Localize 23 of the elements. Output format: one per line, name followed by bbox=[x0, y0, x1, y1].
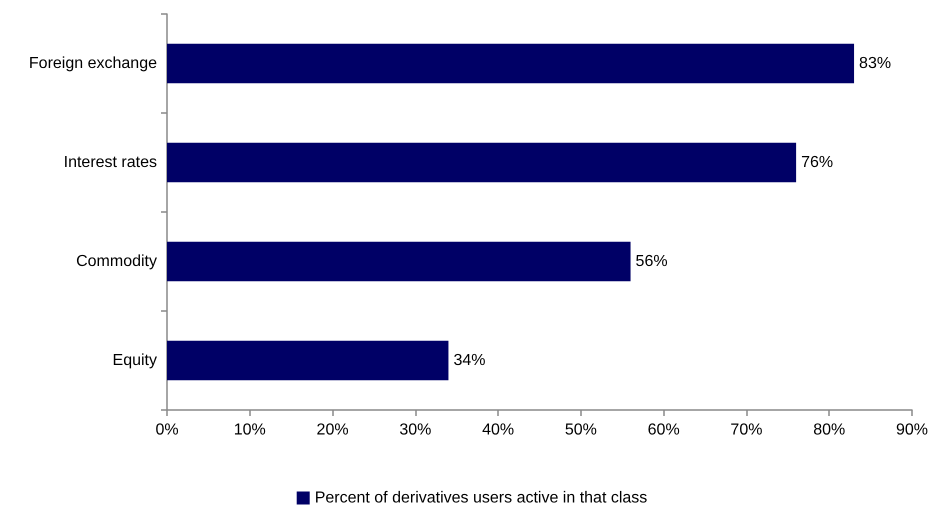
x-tick-label: 50% bbox=[564, 422, 597, 438]
bar bbox=[167, 340, 448, 380]
bar bbox=[167, 142, 796, 182]
data-label: 56% bbox=[636, 253, 668, 270]
x-tick-label: 90% bbox=[896, 422, 928, 438]
data-label: 83% bbox=[859, 55, 892, 72]
data-label: 34% bbox=[453, 352, 486, 369]
y-tick-label: Interest rates bbox=[64, 154, 157, 171]
x-tick-label: 10% bbox=[234, 422, 266, 438]
x-tick-label: 0% bbox=[155, 422, 179, 438]
data-label: 76% bbox=[801, 154, 834, 171]
x-tick-label: 40% bbox=[482, 422, 514, 438]
y-tick-label: Equity bbox=[112, 352, 157, 369]
x-tick-label: 80% bbox=[813, 422, 846, 438]
legend-label: Percent of derivatives users active in that class bbox=[314, 490, 648, 506]
x-tick-label: 20% bbox=[316, 422, 349, 438]
bar bbox=[167, 44, 854, 84]
x-tick-label: 60% bbox=[648, 422, 680, 438]
bar bbox=[167, 242, 631, 282]
y-tick-label: Commodity bbox=[76, 253, 157, 270]
x-tick-label: 30% bbox=[399, 422, 432, 438]
y-tick-label: Foreign exchange bbox=[28, 55, 158, 72]
x-tick-label: 70% bbox=[730, 422, 762, 438]
